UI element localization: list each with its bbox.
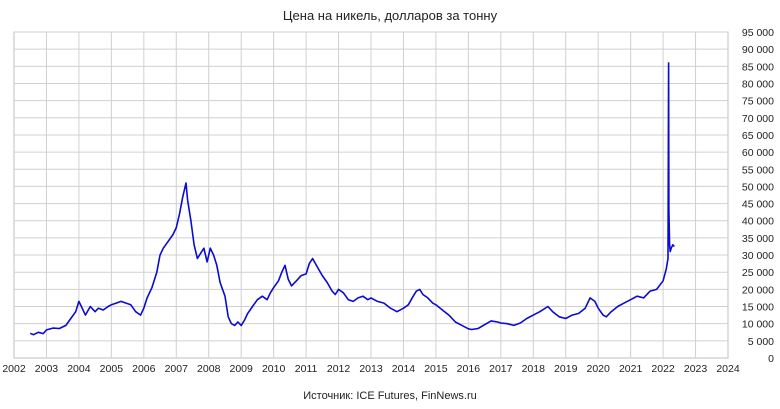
y-tick-label: 45 000	[742, 199, 774, 211]
x-tick-label: 2022	[651, 363, 675, 375]
y-tick-label: 95 000	[742, 27, 774, 39]
x-tick-label: 2021	[619, 363, 643, 375]
vertical-gridlines	[45, 32, 697, 358]
x-tick-label: 2006	[132, 363, 156, 375]
y-tick-label: 85 000	[742, 61, 774, 73]
x-axis-tick-labels: 2002 2003 2004 2005 2006 2007 2008 2009 2010 2011…	[2, 363, 740, 375]
series-line	[29, 62, 675, 336]
y-tick-label: 30 000	[742, 250, 774, 262]
y-tick-label: 70 000	[742, 113, 774, 125]
y-tick-label: 90 000	[742, 44, 774, 56]
x-tick-label: 2012	[327, 363, 351, 375]
x-tick-label: 2018	[522, 363, 546, 375]
y-tick-label: 35 000	[742, 233, 774, 245]
y-tick-label: 40 000	[742, 216, 774, 228]
y-axis-tick-labels: 0 5 000 10 000 15 000 20 000 25 000 30 000 35 0…	[742, 27, 774, 365]
x-tick-label: 2011	[295, 363, 318, 375]
x-tick-label: 2005	[100, 363, 124, 375]
y-tick-label: 5 000	[748, 336, 774, 348]
x-tick-label: 2023	[684, 363, 708, 375]
x-tick-label: 2017	[489, 363, 513, 375]
x-tick-label: 2016	[457, 363, 481, 375]
x-tick-label: 2003	[35, 363, 59, 375]
x-tick-label: 2020	[587, 363, 611, 375]
x-tick-label: 2015	[424, 363, 448, 375]
y-tick-label: 50 000	[742, 181, 774, 193]
x-tick-label: 2013	[359, 363, 383, 375]
x-tick-label: 2010	[262, 363, 286, 375]
x-tick-label: 2008	[197, 363, 221, 375]
y-tick-label: 10 000	[742, 319, 774, 331]
x-tick-label: 2002	[2, 363, 26, 375]
chart-source-note: Источник: ICE Futures, FinNews.ru	[303, 390, 477, 402]
y-tick-label: 60 000	[742, 147, 774, 159]
y-tick-label: 75 000	[742, 96, 774, 108]
y-tick-label: 25 000	[742, 267, 774, 279]
y-tick-label: 15 000	[742, 302, 774, 314]
y-tick-label: 65 000	[742, 130, 774, 142]
y-tick-label: 20 000	[742, 284, 774, 296]
x-tick-label: 2007	[165, 363, 189, 375]
x-tick-label: 2014	[392, 363, 416, 375]
x-tick-label: 2004	[67, 363, 91, 375]
series-group	[29, 62, 675, 336]
y-tick-label: 80 000	[742, 78, 774, 90]
y-tick-label: 55 000	[742, 164, 774, 176]
y-tick-label: 0	[768, 353, 774, 365]
chart-title: Цена на никель, долларов за тонну	[282, 8, 498, 23]
x-tick-label: 2024	[716, 363, 740, 375]
x-tick-label: 2019	[554, 363, 578, 375]
x-tick-label: 2009	[230, 363, 254, 375]
